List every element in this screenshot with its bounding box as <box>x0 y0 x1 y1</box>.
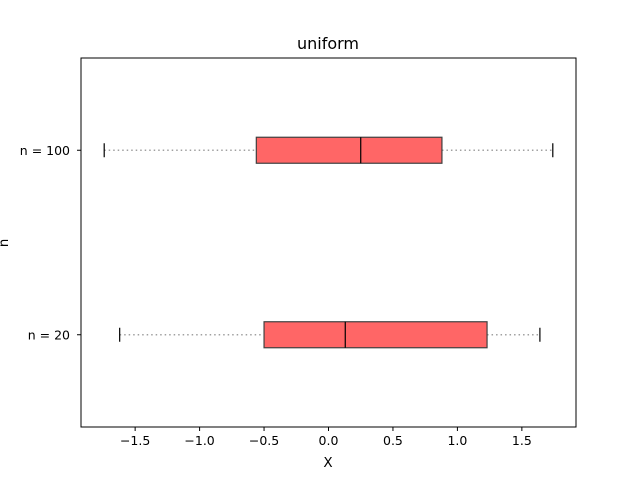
box-group <box>103 136 554 164</box>
x-tick-label: 1.5 <box>512 433 532 448</box>
box <box>263 321 488 349</box>
x-tick-label: 0.5 <box>383 433 403 448</box>
x-axis-label: X <box>323 455 332 471</box>
y-tick-label: n = 100 <box>20 143 70 158</box>
x-tick-label: −1.0 <box>184 433 214 448</box>
x-tick-label: 1.0 <box>447 433 467 448</box>
x-tick-label: −1.5 <box>120 433 150 448</box>
plot-frame <box>80 57 577 428</box>
box-group <box>119 321 541 349</box>
x-tick-label: 0.0 <box>319 433 339 448</box>
x-axis: −1.5 −1.0 −0.5 0.0 0.5 1.0 1.5 <box>120 427 532 448</box>
y-axis-label: n <box>0 239 12 248</box>
x-tick-label: −0.5 <box>249 433 279 448</box>
y-tick-label: n = 20 <box>28 327 70 342</box>
plot-area <box>103 136 554 349</box>
y-axis: n = 20 n = 100 <box>20 143 81 342</box>
chart-title: uniform <box>297 34 359 53</box>
box <box>255 136 443 164</box>
